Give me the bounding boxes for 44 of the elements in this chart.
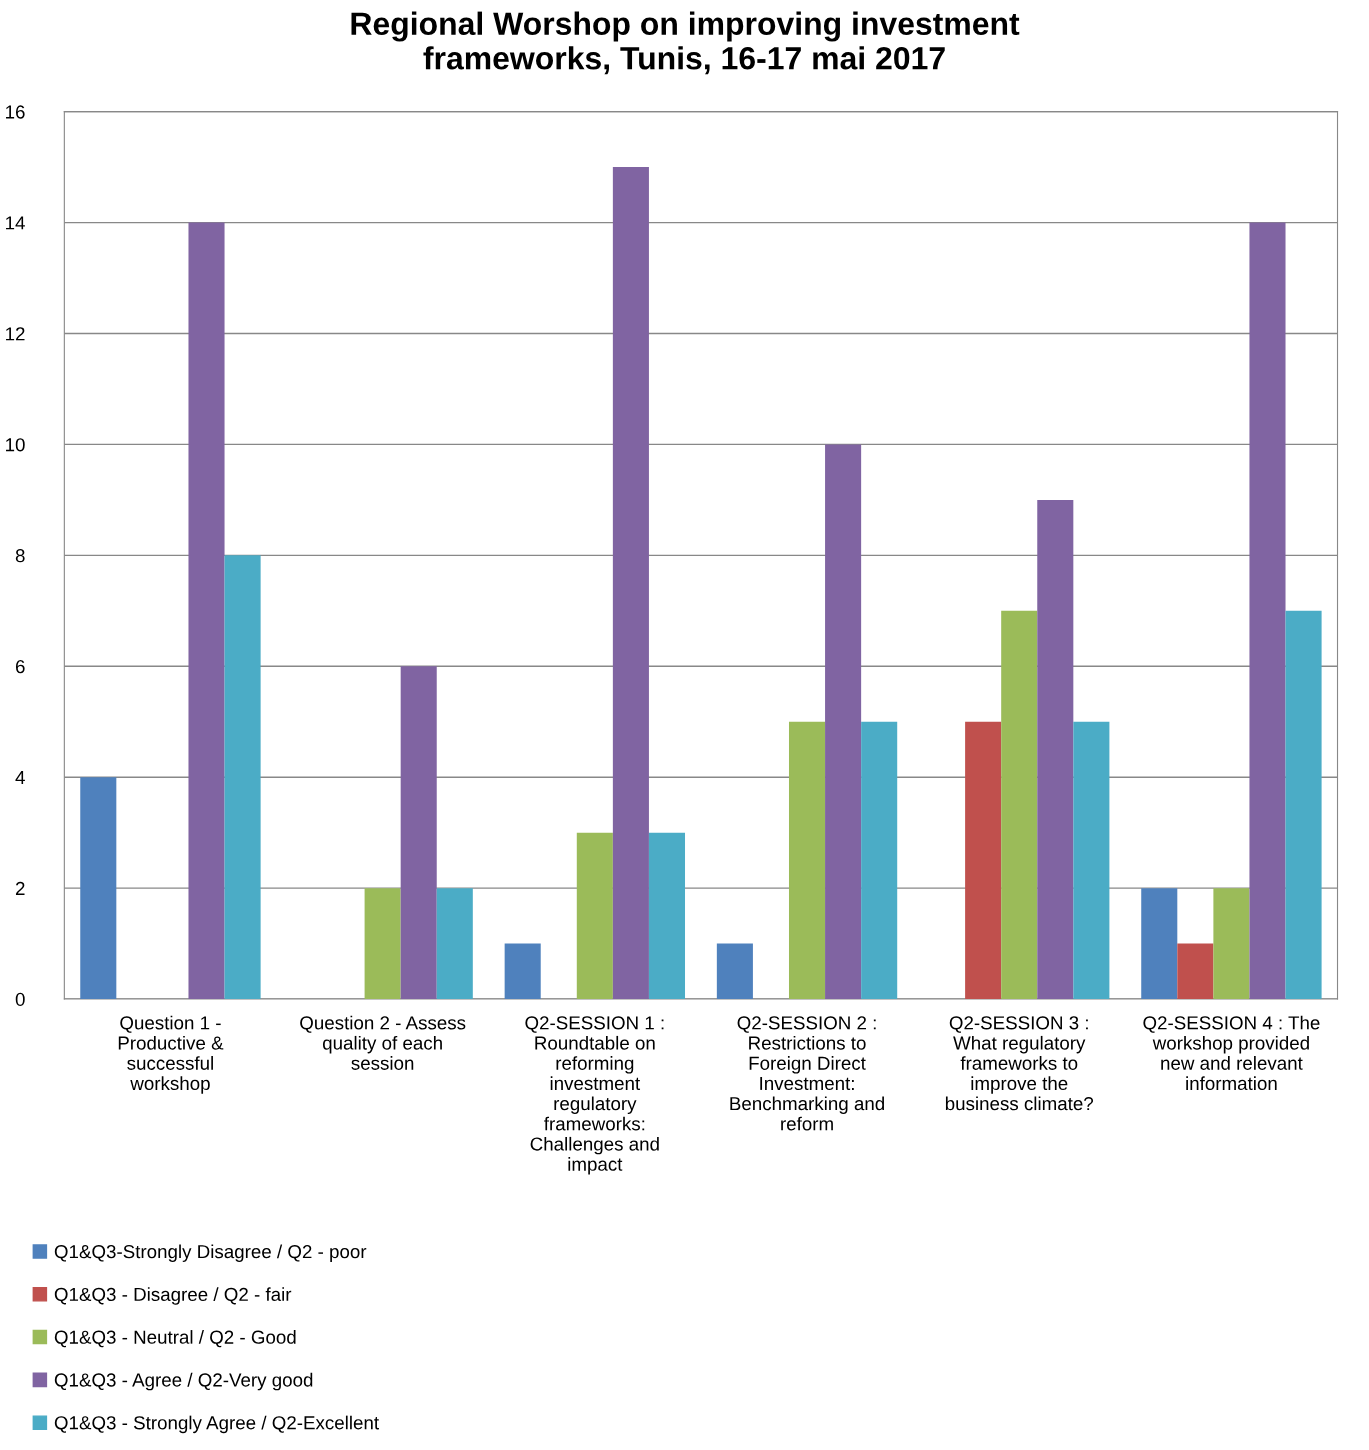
legend-label: Q1&Q3-Strongly Disagree / Q2 - poor — [54, 1244, 367, 1262]
bar — [188, 222, 225, 1000]
x-tick-label: Q2-SESSION 3 : What regulatory frameworks to improve the business climate? — [945, 1016, 1094, 1111]
bar — [825, 444, 862, 1000]
bar — [80, 777, 117, 1000]
bar — [224, 555, 261, 1000]
x-tick-label: Question 1 - Productive & successful workshop — [118, 1015, 224, 1094]
x-tick-label: Q2-SESSION 1 : Roundtable on reforming investment regulatory frameworks: Challenges and impact — [525, 1016, 664, 1175]
x-tick-label: Question 2 - Assess quality of each session — [300, 1015, 466, 1070]
bar — [576, 832, 613, 1000]
bar — [400, 666, 437, 1000]
bar — [1285, 610, 1322, 1000]
y-tick-label: 8 — [15, 549, 25, 563]
x-tick-label: Q2-SESSION 4 : The workshop provided new and relevant information — [1143, 1015, 1320, 1091]
bar — [861, 721, 898, 1000]
legend-label: Q1&Q3 - Agree / Q2-Very good — [54, 1372, 313, 1391]
chart-title: Regional Worshop on improving investment frameworks, Tunis, 16-17 mai 2017 — [351, 11, 1020, 75]
bar — [436, 888, 473, 1000]
y-tick-label: 10 — [6, 438, 25, 452]
legend-label: Q1&Q3 - Strongly Agree / Q2-Excellent — [54, 1415, 379, 1434]
y-tick-label: 0 — [15, 992, 25, 1007]
bar — [648, 832, 686, 1000]
y-tick-label: 14 — [6, 216, 25, 230]
bar — [1141, 888, 1178, 1000]
x-tick-label: Q2-SESSION 2 : Restrictions to Foreign Direct Investment: Benchmarking and reform — [730, 1016, 884, 1131]
y-tick-label: 4 — [15, 771, 25, 784]
bar — [1037, 499, 1074, 1000]
y-tick-label: 2 — [15, 881, 25, 895]
y-tick-label: 16 — [6, 105, 25, 119]
bar — [1001, 610, 1038, 1000]
bar — [364, 888, 401, 1000]
bar — [1177, 943, 1214, 1000]
y-tick-label: 6 — [15, 659, 25, 674]
bar — [965, 721, 1002, 1000]
bar — [612, 167, 649, 1000]
bar — [504, 943, 541, 1000]
bar — [1213, 888, 1250, 1000]
legend-label: Q1&Q3 - Neutral / Q2 - Good — [54, 1330, 296, 1348]
bar — [788, 721, 826, 1000]
bar — [1249, 222, 1286, 1000]
bar — [716, 943, 753, 1000]
legend-label: Q1&Q3 - Disagree / Q2 - fair — [54, 1287, 292, 1305]
bar — [1073, 721, 1110, 1000]
y-tick-label: 12 — [6, 327, 25, 341]
